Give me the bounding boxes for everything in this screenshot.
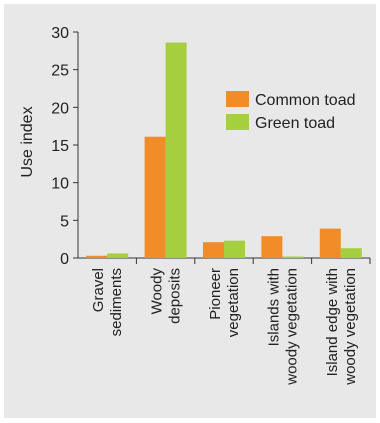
bar-green-toad-3 [282,256,304,258]
bar-common-toad-4 [319,228,341,258]
chart-panel: 0 5 10 15 20 25 30 Gravel sediments Woody deposit… [4,4,376,418]
category-label: vegetation [225,268,242,337]
bar-common-toad-3 [261,236,283,258]
bar-common-toad-0 [86,255,108,258]
bars [86,42,362,259]
y-tick-label: 10 [51,176,69,193]
legend-swatch-0 [226,91,249,107]
legend-swatch-1 [226,114,249,130]
category-label: Woody [149,268,166,315]
y-tick-label: 15 [51,138,69,155]
category-label: Pioneer [207,268,224,320]
y-tick-label: 30 [51,25,69,42]
y-tick-label: 5 [60,213,69,230]
bar-common-toad-1 [144,136,166,258]
bar-green-toad-4 [340,248,362,258]
category-label: Gravel [90,268,107,312]
category-label: woody vegetation [342,268,359,386]
legend-label-1: Green toad [255,115,335,132]
bar-green-toad-0 [107,253,129,258]
bar-green-toad-1 [165,42,187,259]
category-labels: Gravel sediments Woody deposits Pioneer veget… [90,268,359,386]
category-label: woody vegetation [283,268,300,386]
legend: Common toad Green toad [226,91,356,132]
category-label: sediments [108,268,125,336]
y-axis: 0 5 10 15 20 25 30 [51,25,79,268]
bar-chart: 0 5 10 15 20 25 30 Gravel sediments Woody deposit… [19,25,371,386]
y-axis-label: Use index [19,106,36,177]
legend-label-0: Common toad [255,92,356,109]
y-tick-label: 20 [51,100,69,117]
x-axis [78,257,371,264]
y-tick-label: 25 [51,63,69,80]
category-label: deposits [167,268,184,324]
bar-green-toad-2 [224,240,245,258]
y-tick-label: 0 [60,251,69,268]
category-label: Island edge with [324,268,341,376]
category-label: Islands with [265,268,282,346]
bar-common-toad-2 [203,242,224,258]
